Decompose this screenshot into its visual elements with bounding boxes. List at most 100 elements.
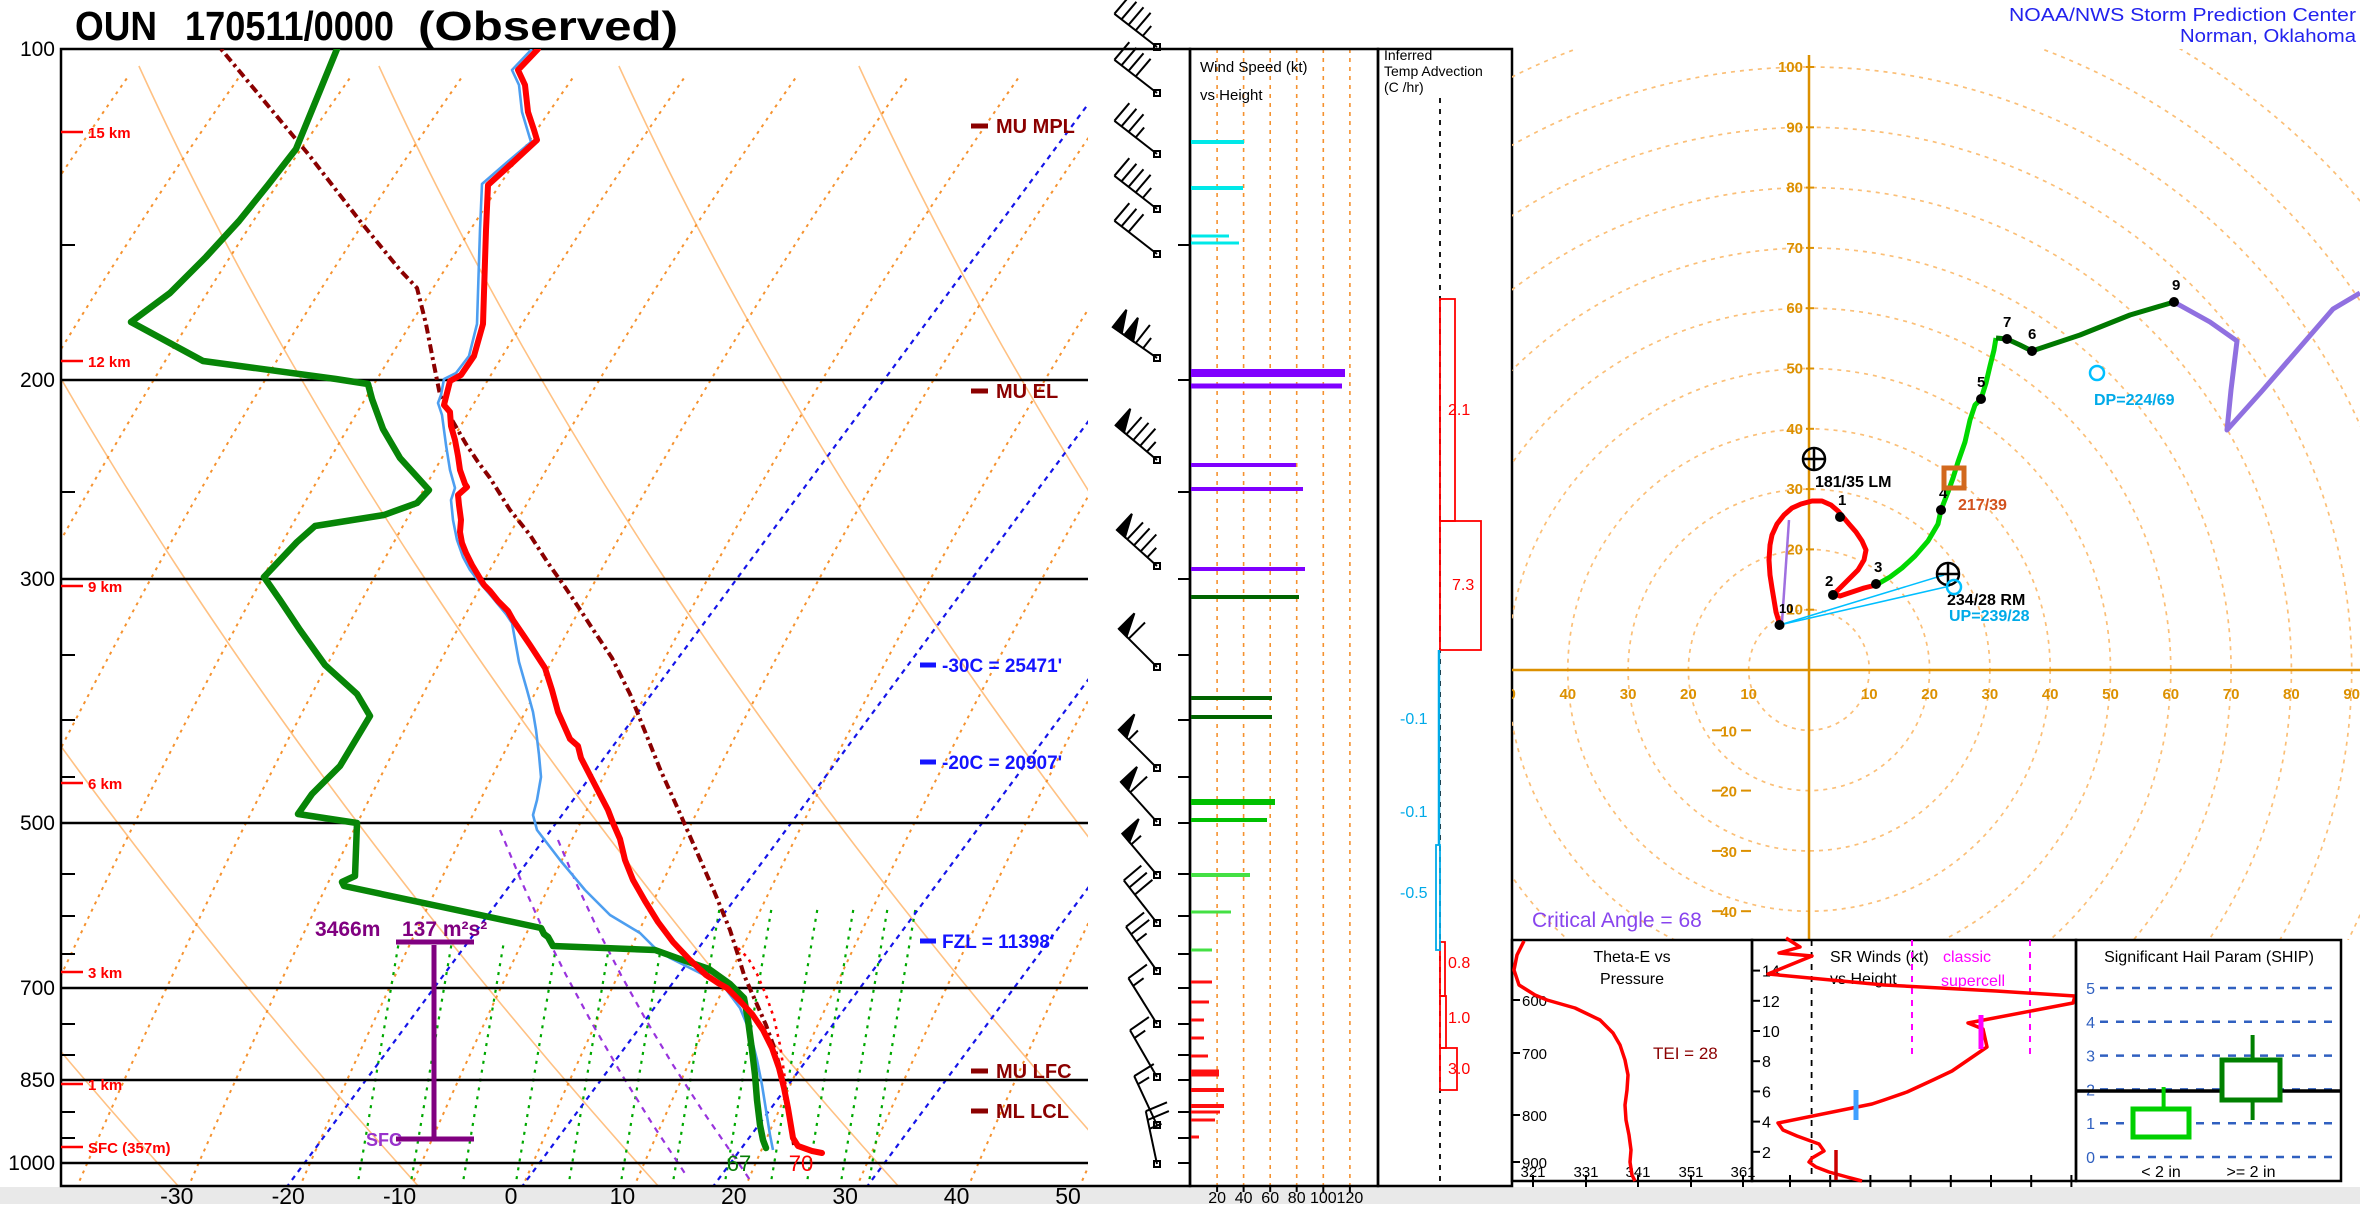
svg-text:70: 70 (1786, 240, 1803, 257)
svg-text:700: 700 (1522, 1046, 1547, 1063)
svg-text:3: 3 (2086, 1049, 2095, 1066)
svg-text:1000: 1000 (8, 1152, 55, 1175)
svg-text:Wind Speed (kt): Wind Speed (kt) (1200, 59, 1308, 76)
svg-text:3.0: 3.0 (1448, 1061, 1470, 1078)
svg-text:SR Winds (kt): SR Winds (kt) (1830, 949, 1929, 966)
svg-text:TEI = 28: TEI = 28 (1653, 1044, 1718, 1063)
svg-text:10: 10 (1786, 602, 1803, 619)
svg-text:90: 90 (1786, 119, 1803, 136)
svg-text:800: 800 (1522, 1108, 1547, 1125)
svg-text:1: 1 (2086, 1116, 2095, 1133)
svg-text:5: 5 (2086, 981, 2095, 998)
svg-text:FZL = 11398': FZL = 11398' (942, 932, 1054, 953)
svg-text:300: 300 (20, 568, 55, 591)
svg-text:2.1: 2.1 (1448, 402, 1470, 419)
svg-text:0.8: 0.8 (1448, 955, 1470, 972)
svg-text:>= 2 in: >= 2 in (2227, 1164, 2276, 1181)
svg-text:-0.1: -0.1 (1400, 804, 1428, 821)
svg-text:4: 4 (1762, 1115, 1771, 1132)
svg-text:4: 4 (1939, 485, 1948, 502)
svg-text:-0.1: -0.1 (1400, 711, 1428, 728)
svg-text:SFC (357m): SFC (357m) (88, 1140, 171, 1157)
svg-text:Theta-E vs: Theta-E vs (1593, 949, 1670, 966)
svg-text:321: 321 (1520, 1164, 1545, 1181)
svg-text:234/28 RM: 234/28 RM (1947, 592, 2025, 609)
svg-text:10: 10 (1720, 723, 1737, 740)
svg-text:0: 0 (2086, 1150, 2095, 1167)
svg-text:50: 50 (1786, 361, 1803, 378)
svg-text:1: 1 (1838, 492, 1846, 509)
svg-text:9 km: 9 km (88, 579, 122, 596)
svg-text:9: 9 (2172, 277, 2180, 294)
svg-text:10: 10 (610, 1183, 636, 1204)
svg-text:40: 40 (1235, 1190, 1253, 1204)
svg-text:5: 5 (1977, 374, 1985, 391)
svg-text:Critical Angle = 68: Critical Angle = 68 (1532, 909, 1702, 932)
svg-text:30: 30 (1786, 481, 1803, 498)
svg-text:20: 20 (1680, 686, 1697, 703)
svg-text:< 2 in: < 2 in (2141, 1164, 2181, 1181)
svg-text:1.0: 1.0 (1448, 1010, 1470, 1027)
svg-text:-30: -30 (160, 1183, 193, 1204)
svg-text:MU EL: MU EL (996, 381, 1058, 403)
svg-text:80: 80 (1786, 180, 1803, 197)
svg-text:ML LCL: ML LCL (996, 1101, 1069, 1123)
svg-text:361: 361 (1730, 1164, 1755, 1181)
svg-text:100: 100 (1778, 59, 1803, 76)
svg-text:Norman, Oklahoma: Norman, Oklahoma (2180, 26, 2357, 46)
svg-text:40: 40 (1786, 421, 1803, 438)
svg-text:700: 700 (20, 977, 55, 1000)
svg-text:6 km: 6 km (88, 776, 122, 793)
svg-text:3: 3 (1874, 559, 1882, 576)
svg-text:100: 100 (20, 38, 55, 61)
svg-text:50: 50 (1055, 1183, 1081, 1204)
svg-text:-20C = 20907': -20C = 20907' (942, 753, 1062, 774)
svg-text:30: 30 (1982, 686, 1999, 703)
svg-text:900: 900 (1522, 1155, 1547, 1172)
svg-text:50: 50 (2102, 686, 2119, 703)
svg-text:70: 70 (2223, 686, 2240, 703)
svg-text:4: 4 (2086, 1015, 2095, 1032)
svg-text:331: 331 (1573, 1164, 1598, 1181)
svg-text:-0.5: -0.5 (1400, 885, 1428, 902)
svg-text:Significant Hail Param (SHIP): Significant Hail Param (SHIP) (2104, 949, 2314, 966)
svg-text:7.3: 7.3 (1452, 577, 1474, 594)
svg-text:8: 8 (1762, 1054, 1771, 1071)
svg-text:67: 67 (727, 1151, 751, 1176)
svg-text:70: 70 (789, 1151, 813, 1176)
svg-text:20: 20 (1786, 541, 1803, 558)
svg-text:(C /hr): (C /hr) (1384, 79, 1424, 95)
svg-text:10: 10 (1740, 686, 1757, 703)
svg-text:-10: -10 (383, 1183, 416, 1204)
svg-text:10: 10 (1779, 601, 1793, 616)
svg-text:12: 12 (1762, 994, 1780, 1011)
svg-text:15 km: 15 km (88, 125, 131, 142)
svg-text:vs Height: vs Height (1200, 87, 1263, 104)
svg-text:6: 6 (1762, 1084, 1771, 1101)
svg-text:30: 30 (832, 1183, 858, 1204)
svg-text:40: 40 (944, 1183, 970, 1204)
svg-text:3 km: 3 km (88, 965, 122, 982)
svg-text:6: 6 (2028, 326, 2036, 343)
svg-text:850: 850 (20, 1069, 55, 1092)
svg-text:40: 40 (1559, 686, 1576, 703)
svg-text:100: 100 (1310, 1190, 1337, 1204)
svg-text:DP=224/69: DP=224/69 (2094, 392, 2175, 409)
svg-text:Pressure: Pressure (1600, 971, 1664, 988)
svg-text:200: 200 (20, 369, 55, 392)
svg-text:10: 10 (1762, 1024, 1780, 1041)
svg-text:MU MPL: MU MPL (996, 116, 1075, 138)
svg-text:181/35 LM: 181/35 LM (1815, 474, 1891, 491)
svg-text:137 m²s²: 137 m²s² (402, 918, 487, 941)
svg-text:80: 80 (1288, 1190, 1306, 1204)
svg-text:UP=239/28: UP=239/28 (1949, 608, 2030, 625)
svg-text:351: 351 (1678, 1164, 1703, 1181)
svg-text:30: 30 (1620, 686, 1637, 703)
svg-text:500: 500 (20, 812, 55, 835)
svg-text:2: 2 (1762, 1145, 1771, 1162)
svg-text:60: 60 (1261, 1190, 1279, 1204)
svg-text:SFC: SFC (366, 1130, 402, 1150)
svg-text:40: 40 (2042, 686, 2059, 703)
svg-text:Temp Advection: Temp Advection (1384, 63, 1483, 79)
svg-text:classic: classic (1943, 949, 1991, 966)
